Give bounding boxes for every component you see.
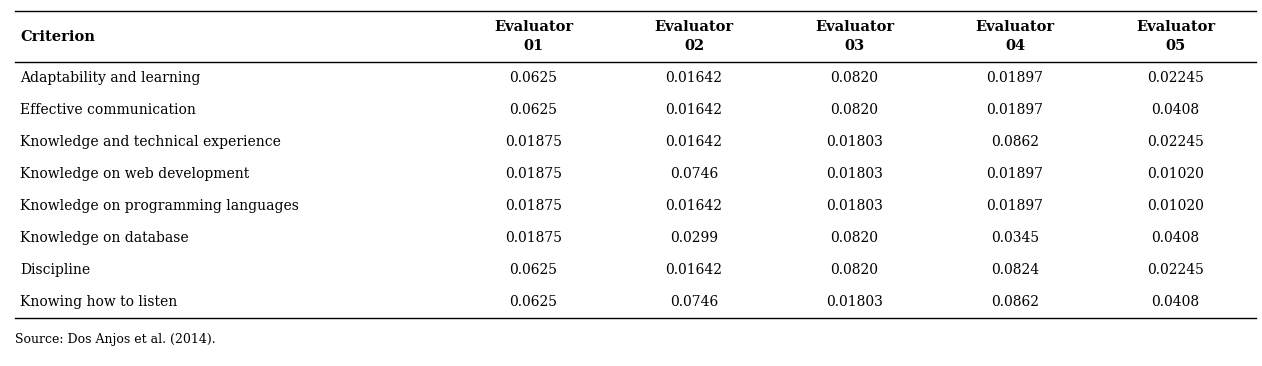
Text: 0.0862: 0.0862 xyxy=(991,135,1039,149)
Text: 0.0345: 0.0345 xyxy=(991,231,1039,245)
Text: 0.01897: 0.01897 xyxy=(987,71,1044,85)
Text: Criterion: Criterion xyxy=(20,30,95,44)
Text: 0.0820: 0.0820 xyxy=(830,71,878,85)
Text: 0.02245: 0.02245 xyxy=(1147,264,1204,277)
Text: Adaptability and learning: Adaptability and learning xyxy=(20,71,201,85)
Text: 0.01020: 0.01020 xyxy=(1147,167,1204,181)
Text: 0.0625: 0.0625 xyxy=(510,103,558,117)
Text: 0.01803: 0.01803 xyxy=(827,295,883,309)
Text: Effective communication: Effective communication xyxy=(20,103,196,117)
Text: 0.02245: 0.02245 xyxy=(1147,135,1204,149)
Text: 0.01020: 0.01020 xyxy=(1147,199,1204,213)
Text: Knowing how to listen: Knowing how to listen xyxy=(20,295,178,309)
Text: Source: Dos Anjos et al. (2014).: Source: Dos Anjos et al. (2014). xyxy=(15,333,216,346)
Text: 0.0820: 0.0820 xyxy=(830,264,878,277)
Text: 0.01642: 0.01642 xyxy=(665,71,723,85)
Text: 0.01803: 0.01803 xyxy=(827,167,883,181)
Text: 0.02245: 0.02245 xyxy=(1147,71,1204,85)
Text: 0.0299: 0.0299 xyxy=(670,231,718,245)
Text: 0.0625: 0.0625 xyxy=(510,295,558,309)
Text: Knowledge on web development: Knowledge on web development xyxy=(20,167,250,181)
Text: 0.0408: 0.0408 xyxy=(1151,231,1199,245)
Text: 0.01875: 0.01875 xyxy=(505,231,562,245)
Text: 0.0862: 0.0862 xyxy=(991,295,1039,309)
Text: 0.0820: 0.0820 xyxy=(830,231,878,245)
Text: 0.0746: 0.0746 xyxy=(670,167,718,181)
Text: 0.01803: 0.01803 xyxy=(827,135,883,149)
Text: 0.01642: 0.01642 xyxy=(665,199,723,213)
Text: 0.0824: 0.0824 xyxy=(991,264,1039,277)
Text: 0.01642: 0.01642 xyxy=(665,135,723,149)
Text: 0.0820: 0.0820 xyxy=(830,103,878,117)
Text: 0.01642: 0.01642 xyxy=(665,103,723,117)
Text: 0.01897: 0.01897 xyxy=(987,199,1044,213)
Text: 0.0408: 0.0408 xyxy=(1151,103,1199,117)
Text: 0.01642: 0.01642 xyxy=(665,264,723,277)
Text: 0.01875: 0.01875 xyxy=(505,167,562,181)
Text: 0.01897: 0.01897 xyxy=(987,103,1044,117)
Text: Knowledge on database: Knowledge on database xyxy=(20,231,189,245)
Text: 0.01875: 0.01875 xyxy=(505,199,562,213)
Text: 0.01875: 0.01875 xyxy=(505,135,562,149)
Text: Evaluator
04: Evaluator 04 xyxy=(976,20,1055,53)
Text: Evaluator
05: Evaluator 05 xyxy=(1136,20,1215,53)
Text: Knowledge and technical experience: Knowledge and technical experience xyxy=(20,135,281,149)
Text: 0.0625: 0.0625 xyxy=(510,264,558,277)
Text: 0.0625: 0.0625 xyxy=(510,71,558,85)
Text: Discipline: Discipline xyxy=(20,264,91,277)
Text: 0.0746: 0.0746 xyxy=(670,295,718,309)
Text: 0.0408: 0.0408 xyxy=(1151,295,1199,309)
Text: Evaluator
01: Evaluator 01 xyxy=(493,20,573,53)
Text: Evaluator
02: Evaluator 02 xyxy=(655,20,733,53)
Text: Knowledge on programming languages: Knowledge on programming languages xyxy=(20,199,299,213)
Text: 0.01803: 0.01803 xyxy=(827,199,883,213)
Text: Evaluator
03: Evaluator 03 xyxy=(815,20,893,53)
Text: 0.01897: 0.01897 xyxy=(987,167,1044,181)
